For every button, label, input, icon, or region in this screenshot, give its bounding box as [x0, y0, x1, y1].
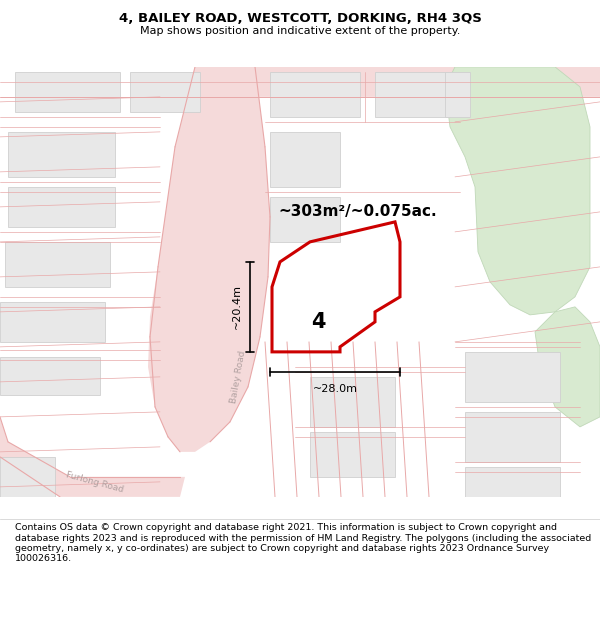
- Polygon shape: [270, 197, 340, 242]
- Polygon shape: [8, 132, 115, 177]
- Polygon shape: [5, 242, 110, 287]
- Polygon shape: [310, 377, 395, 427]
- Polygon shape: [0, 302, 105, 342]
- Polygon shape: [445, 67, 590, 315]
- Text: Bailey Road: Bailey Road: [229, 350, 247, 404]
- Polygon shape: [270, 72, 360, 117]
- Polygon shape: [0, 417, 185, 497]
- Polygon shape: [8, 187, 115, 227]
- Polygon shape: [465, 412, 560, 462]
- Polygon shape: [148, 67, 270, 452]
- Polygon shape: [375, 72, 450, 117]
- Polygon shape: [445, 72, 470, 117]
- Polygon shape: [0, 457, 55, 497]
- Polygon shape: [130, 72, 200, 112]
- Polygon shape: [310, 432, 395, 477]
- Text: ~303m²/~0.075ac.: ~303m²/~0.075ac.: [278, 204, 437, 219]
- Text: 4: 4: [311, 312, 325, 332]
- Polygon shape: [0, 357, 100, 395]
- Text: Furlong Road: Furlong Road: [65, 470, 125, 494]
- Polygon shape: [535, 307, 600, 427]
- Polygon shape: [465, 352, 560, 402]
- Polygon shape: [0, 67, 600, 97]
- Text: ~20.4m: ~20.4m: [232, 284, 242, 329]
- Text: Map shows position and indicative extent of the property.: Map shows position and indicative extent…: [140, 26, 460, 36]
- Polygon shape: [465, 467, 560, 497]
- Text: Contains OS data © Crown copyright and database right 2021. This information is : Contains OS data © Crown copyright and d…: [15, 523, 591, 564]
- Polygon shape: [15, 72, 120, 112]
- Polygon shape: [270, 132, 340, 187]
- Text: ~28.0m: ~28.0m: [313, 384, 358, 394]
- Text: 4, BAILEY ROAD, WESTCOTT, DORKING, RH4 3QS: 4, BAILEY ROAD, WESTCOTT, DORKING, RH4 3…: [119, 12, 481, 25]
